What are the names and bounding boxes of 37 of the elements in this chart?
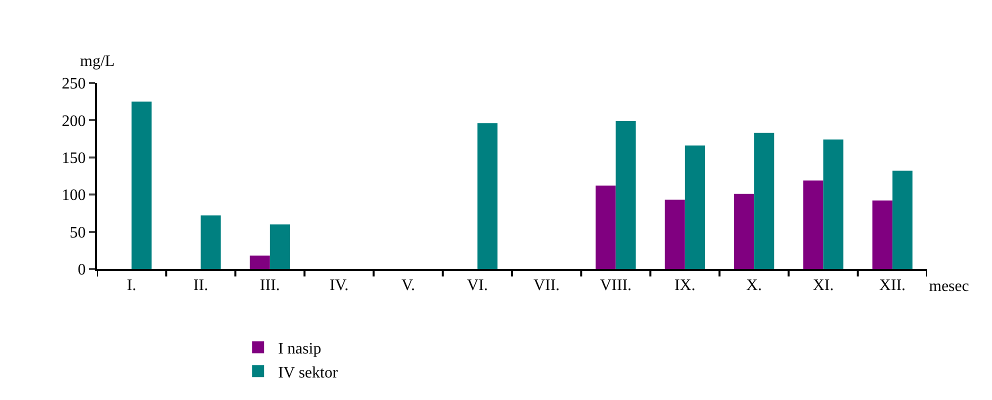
bar — [684, 146, 705, 269]
x-tick-label: VIII. — [600, 277, 632, 294]
y-tick-label: 150 — [62, 150, 86, 167]
x-tick-label: IX. — [674, 277, 696, 294]
x-tick-label: VII. — [533, 277, 560, 294]
bar — [872, 200, 892, 269]
x-tick-label: I. — [126, 277, 136, 294]
x-tick-label: VI. — [466, 277, 488, 294]
y-tick-label: 250 — [62, 76, 86, 93]
bar — [823, 140, 844, 269]
bar — [596, 186, 616, 269]
x-tick-label: XI. — [812, 277, 834, 294]
y-tick-label: 50 — [70, 224, 86, 242]
x-tick-label: XII. — [879, 277, 906, 294]
legend-label: I nasip — [278, 340, 322, 358]
bar — [664, 200, 685, 269]
bar — [132, 102, 152, 269]
x-axis-title: mesec — [929, 278, 969, 295]
y-tick-label: 0 — [78, 262, 86, 279]
y-axis-title: mg/L — [80, 53, 115, 70]
bar — [754, 132, 774, 269]
bar — [616, 120, 636, 269]
bar — [250, 256, 270, 269]
legend-label: IV sektor — [278, 364, 338, 382]
bar — [477, 123, 498, 269]
x-tick-label: IV. — [330, 277, 348, 294]
bar — [803, 180, 824, 269]
bar — [734, 194, 754, 269]
bar — [892, 170, 912, 269]
x-tick-label: V. — [402, 277, 415, 294]
y-tick-label: 100 — [62, 187, 86, 204]
y-tick-label: 200 — [62, 112, 86, 130]
x-tick-label: II. — [193, 277, 208, 294]
bar — [270, 224, 290, 269]
bar — [200, 215, 221, 269]
x-tick-label: X. — [746, 277, 762, 294]
x-tick-label: III. — [260, 277, 280, 294]
